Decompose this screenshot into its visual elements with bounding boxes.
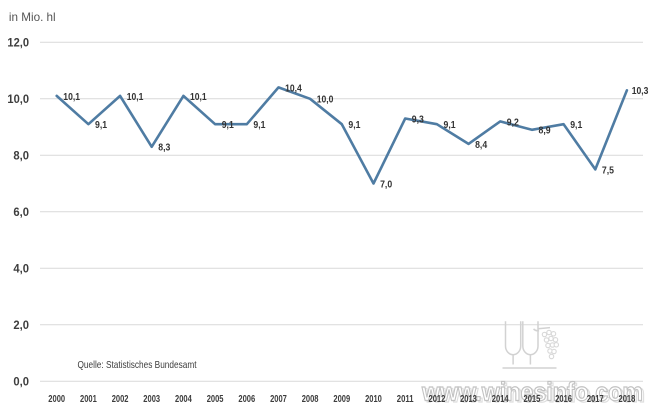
svg-text:2,0: 2,0 [13, 318, 29, 332]
svg-text:10,1: 10,1 [127, 92, 144, 103]
svg-text:12,0: 12,0 [7, 36, 29, 50]
svg-text:10,0: 10,0 [7, 92, 29, 106]
svg-text:2002: 2002 [112, 394, 129, 405]
svg-text:10,0: 10,0 [317, 95, 334, 106]
svg-text:2005: 2005 [207, 394, 224, 405]
svg-text:10,1: 10,1 [190, 92, 207, 103]
svg-text:8,0: 8,0 [13, 149, 29, 163]
svg-text:9,1: 9,1 [444, 120, 456, 131]
svg-text:9,1: 9,1 [253, 120, 265, 131]
svg-text:2013: 2013 [460, 394, 477, 405]
svg-text:Quelle: Statistisches Bundesam: Quelle: Statistisches Bundesamt [78, 360, 197, 371]
svg-text:2012: 2012 [429, 394, 446, 405]
svg-text:9,1: 9,1 [570, 120, 582, 131]
svg-text:8,4: 8,4 [475, 140, 487, 151]
svg-text:10,3: 10,3 [632, 86, 649, 97]
svg-text:2009: 2009 [333, 394, 350, 405]
svg-text:2004: 2004 [175, 394, 192, 405]
svg-text:2008: 2008 [302, 394, 319, 405]
svg-text:9,1: 9,1 [95, 120, 107, 131]
svg-text:7,0: 7,0 [380, 179, 392, 190]
svg-text:2001: 2001 [80, 394, 97, 405]
svg-text:9,1: 9,1 [222, 120, 234, 131]
svg-text:6,0: 6,0 [13, 205, 29, 219]
svg-text:7,5: 7,5 [602, 165, 614, 176]
svg-text:2010: 2010 [365, 394, 382, 405]
svg-text:2003: 2003 [143, 394, 160, 405]
svg-text:8,9: 8,9 [539, 126, 551, 137]
svg-text:2011: 2011 [397, 394, 414, 405]
svg-text:2018: 2018 [619, 394, 636, 405]
svg-text:0,0: 0,0 [13, 375, 29, 389]
svg-text:2000: 2000 [48, 394, 65, 405]
svg-text:9,1: 9,1 [348, 120, 360, 131]
svg-text:4,0: 4,0 [13, 262, 29, 276]
svg-text:www.winesinfo.com: www.winesinfo.com [423, 378, 645, 408]
svg-text:www.winesinfo.com: www.winesinfo.com [421, 377, 643, 407]
svg-text:10,4: 10,4 [285, 83, 302, 94]
svg-text:2015: 2015 [524, 394, 541, 405]
svg-text:9,3: 9,3 [412, 114, 424, 125]
svg-text:8,3: 8,3 [158, 143, 170, 154]
svg-text:10,1: 10,1 [63, 92, 80, 103]
svg-text:2017: 2017 [587, 394, 604, 405]
svg-text:9,2: 9,2 [507, 117, 519, 128]
svg-text:in Mio. hl: in Mio. hl [9, 11, 56, 24]
svg-text:2006: 2006 [238, 394, 255, 405]
svg-text:2016: 2016 [555, 394, 572, 405]
svg-text:2014: 2014 [492, 394, 509, 405]
svg-text:2007: 2007 [270, 394, 287, 405]
